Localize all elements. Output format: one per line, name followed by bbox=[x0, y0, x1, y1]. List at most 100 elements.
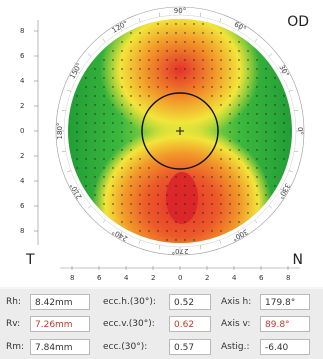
map-dot bbox=[130, 167, 132, 169]
map-dot bbox=[130, 86, 132, 88]
map-dot bbox=[265, 68, 267, 70]
map-dot bbox=[112, 203, 114, 205]
map-dot bbox=[166, 41, 168, 43]
map-dot bbox=[130, 41, 132, 43]
ring-tick bbox=[138, 239, 141, 244]
map-dot bbox=[256, 176, 258, 178]
map-dot bbox=[202, 86, 204, 88]
map-dot bbox=[121, 212, 123, 214]
map-dot bbox=[202, 23, 204, 25]
map-dot bbox=[193, 176, 195, 178]
map-dot bbox=[139, 176, 141, 178]
map-dot bbox=[94, 194, 96, 196]
map-dot bbox=[175, 212, 177, 214]
map-dot bbox=[130, 131, 132, 133]
map-dot bbox=[148, 50, 150, 52]
rh-value: 8.42mm bbox=[30, 294, 90, 310]
eye-label: OD bbox=[287, 14, 309, 30]
map-dot bbox=[265, 95, 267, 97]
axis-h-label: Axis h: bbox=[221, 297, 252, 307]
map-dot bbox=[94, 113, 96, 115]
ring-tick bbox=[67, 89, 72, 92]
ring-tick bbox=[280, 68, 288, 74]
map-dot bbox=[139, 68, 141, 70]
map-dot bbox=[76, 104, 78, 106]
map-dot bbox=[157, 68, 159, 70]
map-dot bbox=[184, 185, 186, 187]
map-dot bbox=[247, 212, 249, 214]
map-dot bbox=[130, 149, 132, 151]
map-dot bbox=[193, 212, 195, 214]
ring-tick bbox=[158, 12, 161, 17]
rm-label: Rm: bbox=[6, 342, 25, 352]
map-dot bbox=[139, 104, 141, 106]
map-dot bbox=[184, 176, 186, 178]
y-tick-label: 6 bbox=[20, 202, 25, 210]
map-dot bbox=[85, 149, 87, 151]
map-dot bbox=[85, 167, 87, 169]
map-dot bbox=[265, 77, 267, 79]
topography-map-panel: 8 6 4 2 0 2 4 6 8 8 6 4 2 0 2 4 6 8 90° 60° 30° 0° 330° 300° 2… bbox=[20, 6, 309, 282]
angle-label: 300° bbox=[231, 227, 250, 242]
map-dot bbox=[130, 32, 132, 34]
ecch-label: ecc.h.(30°): bbox=[103, 297, 156, 307]
map-dot bbox=[202, 59, 204, 61]
map-dot bbox=[175, 23, 177, 25]
ring-tick bbox=[72, 68, 80, 74]
x-tick-label: 2 bbox=[151, 274, 155, 282]
angle-label: 30° bbox=[277, 64, 290, 79]
map-dot bbox=[247, 149, 249, 151]
map-dot bbox=[166, 221, 168, 223]
y-tick-labels: 8 6 4 2 0 2 4 6 8 bbox=[20, 27, 38, 235]
map-dot bbox=[220, 50, 222, 52]
map-dot bbox=[166, 212, 168, 214]
map-dot bbox=[220, 32, 222, 34]
ecch-value: 0.52 bbox=[169, 294, 211, 310]
map-dot bbox=[283, 131, 285, 133]
map-dot bbox=[238, 212, 240, 214]
ring-tick bbox=[117, 23, 123, 31]
temporal-label: T bbox=[26, 252, 35, 268]
map-dot bbox=[103, 95, 105, 97]
map-dot bbox=[184, 59, 186, 61]
map-dot bbox=[193, 23, 195, 25]
map-dot bbox=[121, 140, 123, 142]
map-dot bbox=[211, 86, 213, 88]
map-dot bbox=[130, 221, 132, 223]
x-tick-label: 8 bbox=[286, 274, 290, 282]
map-dot bbox=[274, 131, 276, 133]
map-dot bbox=[175, 194, 177, 196]
map-dot bbox=[85, 131, 87, 133]
map-dot bbox=[112, 167, 114, 169]
map-dot bbox=[121, 194, 123, 196]
map-dot bbox=[193, 41, 195, 43]
angle-label: 180° bbox=[56, 123, 64, 140]
ring-tick bbox=[294, 109, 299, 112]
ring-tick bbox=[87, 53, 92, 57]
map-dot bbox=[148, 167, 150, 169]
map-dot bbox=[166, 176, 168, 178]
y-tick-label: 0 bbox=[20, 127, 24, 135]
map-dot bbox=[130, 185, 132, 187]
map-dot bbox=[220, 185, 222, 187]
map-dot bbox=[157, 194, 159, 196]
map-dot bbox=[166, 59, 168, 61]
map-dot bbox=[274, 95, 276, 97]
map-dot bbox=[148, 59, 150, 61]
map-dot bbox=[229, 158, 231, 160]
map-dot bbox=[139, 86, 141, 88]
map-dot bbox=[94, 167, 96, 169]
map-dot bbox=[229, 149, 231, 151]
map-dot bbox=[76, 131, 78, 133]
map-dot bbox=[193, 32, 195, 34]
ring-tick bbox=[288, 170, 293, 173]
y-tick-label: 6 bbox=[20, 52, 25, 60]
map-dot bbox=[184, 230, 186, 232]
map-dot bbox=[256, 194, 258, 196]
map-dot bbox=[202, 221, 204, 223]
map-dot bbox=[76, 113, 78, 115]
map-dot bbox=[265, 86, 267, 88]
ring-tick bbox=[254, 219, 258, 224]
angle-label: 270° bbox=[172, 247, 189, 255]
map-dot bbox=[130, 50, 132, 52]
